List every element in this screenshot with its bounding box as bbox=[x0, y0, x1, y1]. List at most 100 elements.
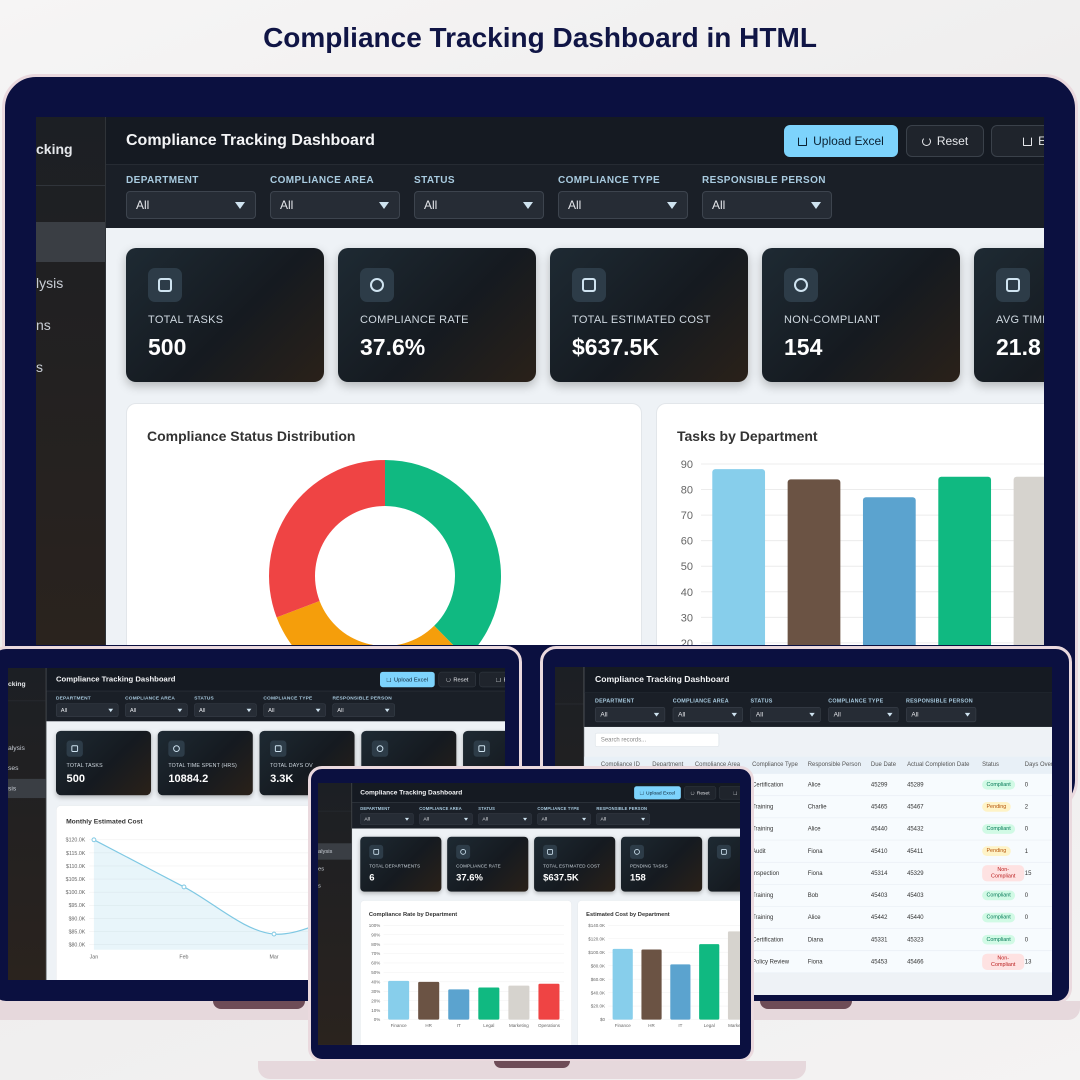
filter-value: All bbox=[678, 710, 686, 719]
filter-select[interactable]: All bbox=[750, 706, 821, 723]
filter-select[interactable]: All bbox=[126, 191, 256, 219]
y-tick-label: $90.0K bbox=[69, 916, 86, 922]
button-label: Reset bbox=[936, 134, 969, 148]
bar bbox=[862, 497, 916, 645]
donut-segment bbox=[385, 460, 501, 645]
filter-select[interactable]: All bbox=[558, 191, 688, 219]
button-icon bbox=[496, 677, 501, 682]
kpi-icon bbox=[369, 844, 384, 859]
header-button[interactable]: Ex bbox=[479, 671, 505, 688]
sidebar-item[interactable]: s bbox=[36, 359, 43, 375]
y-tick-label: $120.0K bbox=[66, 838, 86, 844]
filter-select[interactable]: All bbox=[596, 813, 650, 825]
kpi-card: NON-COMPLIANT 154 bbox=[762, 248, 960, 382]
bar bbox=[641, 949, 662, 1020]
filter-select[interactable]: All bbox=[478, 813, 532, 825]
table-cell: Diana bbox=[807, 936, 824, 943]
x-tick-label: Operations bbox=[538, 1023, 561, 1028]
sidebar-item[interactable]: lysis bbox=[36, 275, 64, 291]
kpi-value: 37.6% bbox=[360, 334, 426, 360]
kpi-card: TOTAL TIME SPENT (HRS) 10884.2 bbox=[157, 730, 253, 796]
y-tick-label: 40 bbox=[681, 587, 693, 599]
dropdown-arrow bbox=[887, 712, 893, 717]
dropdown-arrow bbox=[964, 712, 971, 717]
button-icon bbox=[386, 677, 392, 682]
status-badge: Non-Compliant bbox=[982, 953, 1025, 970]
status-badge: Compliant bbox=[982, 779, 1016, 790]
header-title: Compliance Tracking Dashboard bbox=[360, 789, 463, 797]
filter-select[interactable]: All bbox=[56, 703, 119, 717]
kpi-icon-glyph bbox=[274, 745, 282, 752]
filter-select[interactable]: All bbox=[360, 813, 414, 825]
kpi-icon-glyph bbox=[71, 745, 79, 752]
sidebar-item[interactable]: alysis bbox=[318, 847, 333, 855]
kpi-value: 500 bbox=[66, 772, 85, 785]
header-button[interactable]: Reset bbox=[438, 671, 476, 688]
filter-select[interactable]: All bbox=[263, 703, 326, 717]
sidebar-item[interactable]: s bbox=[318, 882, 321, 889]
filter-select[interactable]: All bbox=[419, 813, 473, 825]
filter-select[interactable]: All bbox=[125, 703, 188, 717]
bar bbox=[938, 476, 992, 645]
header-button[interactable]: Reset bbox=[684, 786, 717, 800]
y-tick-label: $120.0K bbox=[588, 936, 605, 941]
sidebar-item[interactable]: alysis bbox=[8, 743, 25, 752]
header-button[interactable]: Upload Excel bbox=[380, 671, 435, 688]
filter-select[interactable]: All bbox=[906, 706, 977, 723]
filter-label: COMPLIANCE TYPE bbox=[537, 806, 580, 812]
filter-select[interactable]: All bbox=[194, 703, 257, 717]
header-button[interactable]: Exp bbox=[991, 125, 1044, 157]
y-tick-label: 80 bbox=[681, 485, 693, 497]
filter-select[interactable]: All bbox=[537, 813, 591, 825]
filter-select[interactable]: All bbox=[594, 706, 666, 723]
header-button[interactable]: Upload Excel bbox=[784, 125, 898, 157]
button-icon bbox=[798, 136, 808, 146]
sidebar-item[interactable]: ns bbox=[36, 317, 51, 333]
y-tick-label: 70% bbox=[371, 951, 380, 956]
filter-select[interactable]: All bbox=[702, 191, 832, 219]
header-button[interactable]: Upload Excel bbox=[634, 786, 681, 800]
sidebar: cking lysis ns s bbox=[36, 117, 106, 645]
dropdown-arrow bbox=[731, 712, 737, 717]
table-cell: 45453 bbox=[870, 958, 888, 966]
filter-label: COMPLIANCE TYPE bbox=[263, 695, 313, 702]
sidebar-item[interactable]: ses bbox=[8, 764, 19, 772]
button-icon bbox=[690, 790, 695, 795]
dropdown-arrow bbox=[809, 712, 815, 717]
filter-select[interactable]: All bbox=[332, 703, 395, 717]
table-cell: 45411 bbox=[907, 847, 924, 855]
table-cell: Fiona bbox=[807, 847, 823, 855]
table-cell: 45323 bbox=[907, 936, 924, 943]
filter-label: STATUS bbox=[194, 695, 214, 702]
laptop-notch bbox=[760, 1001, 852, 1009]
table-cell: 45403 bbox=[907, 892, 924, 899]
table-cell: Alice bbox=[807, 825, 821, 833]
filter-value: All bbox=[280, 198, 294, 212]
chart-title: Tasks by Department bbox=[677, 428, 818, 444]
donut-segment bbox=[269, 460, 385, 618]
x-tick-label: HR bbox=[425, 1023, 432, 1028]
filter-select[interactable]: All bbox=[414, 191, 544, 219]
dropdown-arrow bbox=[246, 708, 252, 713]
table-cell: 45466 bbox=[907, 958, 924, 966]
table-cell: 45403 bbox=[870, 892, 888, 899]
header-button[interactable]: Ex bbox=[718, 786, 740, 800]
filter-select[interactable]: All bbox=[672, 706, 743, 723]
y-tick-label: $140.0K bbox=[588, 923, 605, 928]
filter-select[interactable]: All bbox=[828, 706, 899, 723]
filter-select[interactable]: All bbox=[270, 191, 400, 219]
x-tick-label: Marketing bbox=[728, 1023, 740, 1028]
kpi-value: 158 bbox=[630, 871, 646, 883]
table-cell: 0 bbox=[1024, 825, 1029, 833]
sidebar-item[interactable]: es bbox=[318, 865, 325, 872]
kpi-icon-glyph bbox=[158, 278, 172, 292]
header-button[interactable]: Reset bbox=[906, 125, 984, 157]
table-cell: Audit bbox=[752, 847, 766, 855]
kpi-icon-glyph bbox=[721, 849, 727, 855]
sidebar-item[interactable]: sis bbox=[8, 784, 17, 792]
dropdown-arrow bbox=[667, 202, 677, 209]
chart-card: Compliance Status Distribution bbox=[126, 403, 642, 645]
x-tick-label: IT bbox=[678, 1023, 682, 1028]
filter-label: DEPARTMENT bbox=[360, 806, 391, 812]
search-input[interactable]: Search records... bbox=[594, 732, 720, 747]
